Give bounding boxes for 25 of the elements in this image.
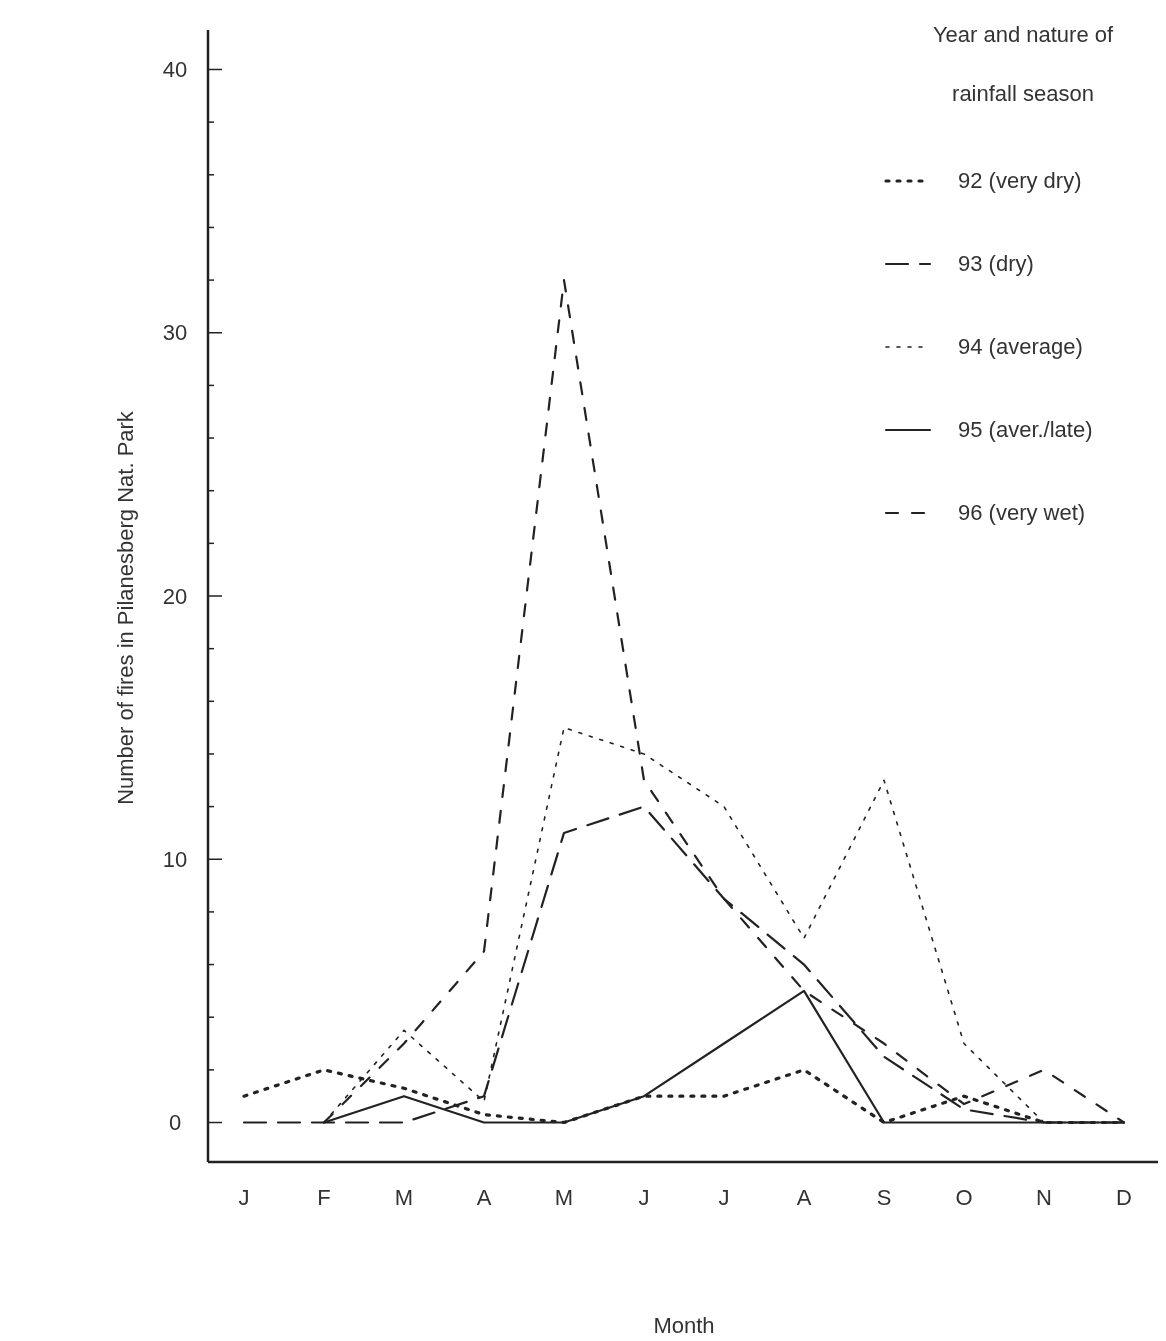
- y-tick-label: 40: [162, 57, 188, 83]
- x-tick-label: J: [718, 1185, 730, 1210]
- x-tick-label: S: [876, 1185, 892, 1210]
- y-tick-label: 20: [162, 583, 188, 609]
- x-tick-label: O: [955, 1185, 973, 1210]
- x-tick-label: N: [1036, 1185, 1052, 1210]
- y-tick-label: 30: [162, 320, 188, 346]
- x-tick-label: A: [796, 1185, 812, 1210]
- y-tick-label: 0: [168, 1110, 182, 1136]
- text: Year and nature of rainfall season: [932, 22, 1114, 106]
- x-tick-label: D: [1116, 1185, 1132, 1210]
- legend-label: 92 (very dry): [958, 168, 1082, 193]
- y-tick-label: 10: [162, 846, 188, 872]
- x-tick-label: M: [554, 1185, 574, 1210]
- x-tick-label: A: [476, 1185, 492, 1210]
- x-tick-label: J: [638, 1185, 650, 1210]
- y-axis-title: Number of fires in Pilanesberg Nat. Park: [113, 410, 138, 805]
- legend-label: 95 (aver./late): [958, 417, 1093, 442]
- x-tick-label: F: [317, 1185, 331, 1210]
- x-axis-title: Month: [653, 1313, 715, 1338]
- legend-label: 96 (very wet): [958, 500, 1086, 525]
- legend-label: 93 (dry): [958, 251, 1034, 276]
- x-tick-label: J: [238, 1185, 250, 1210]
- x-tick-label: M: [394, 1185, 414, 1210]
- legend-label: 94 (average): [958, 334, 1083, 359]
